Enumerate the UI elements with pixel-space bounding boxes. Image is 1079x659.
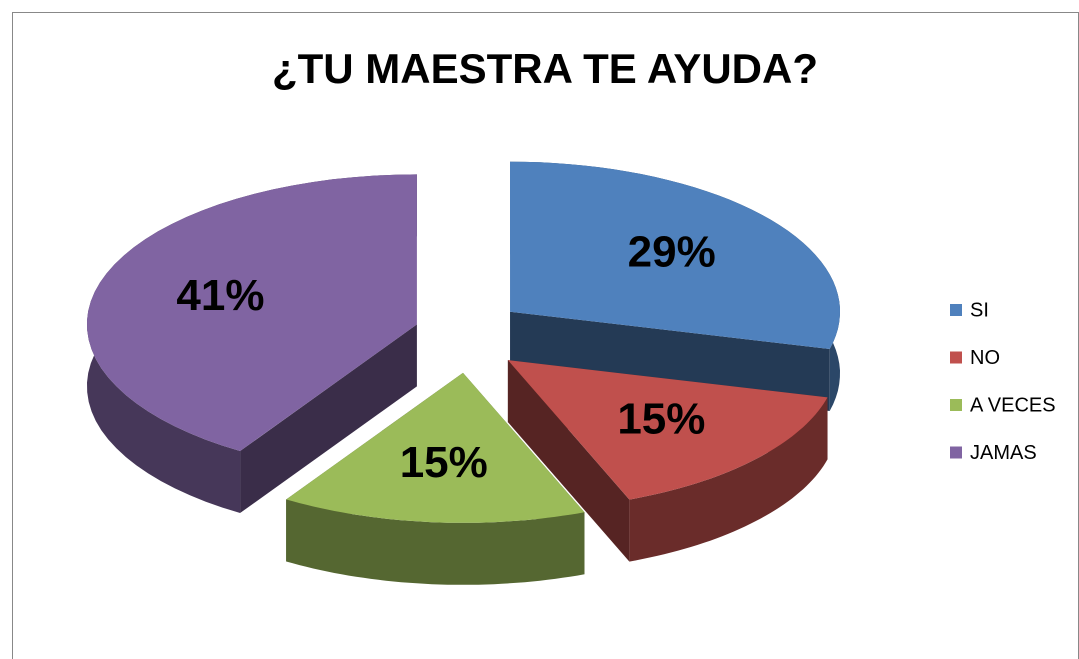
slice-side: [510, 311, 830, 412]
legend-label: NO: [970, 347, 1000, 369]
slice: [286, 372, 585, 523]
slice-side: [240, 324, 417, 514]
legend-label: SI: [970, 299, 989, 321]
chart-title: ¿TU MAESTRA TE AYUDA?: [272, 45, 818, 92]
data-label: 15%: [400, 438, 488, 487]
slice: [510, 161, 840, 349]
slice-wall: [629, 397, 828, 562]
legend-swatch: [950, 351, 962, 364]
legend-label: A VECES: [970, 394, 1056, 416]
slice-side: [507, 360, 630, 562]
data-label: 29%: [628, 227, 716, 276]
slice-wall: [286, 499, 585, 585]
data-label: 41%: [176, 271, 264, 320]
data-label: 15%: [617, 394, 705, 443]
legend-swatch: [950, 399, 962, 411]
slice: [507, 360, 828, 500]
legend-label: JAMAS: [970, 442, 1037, 464]
legend-swatch: [950, 446, 962, 459]
slice: [87, 174, 417, 451]
legend-swatch: [950, 304, 962, 316]
